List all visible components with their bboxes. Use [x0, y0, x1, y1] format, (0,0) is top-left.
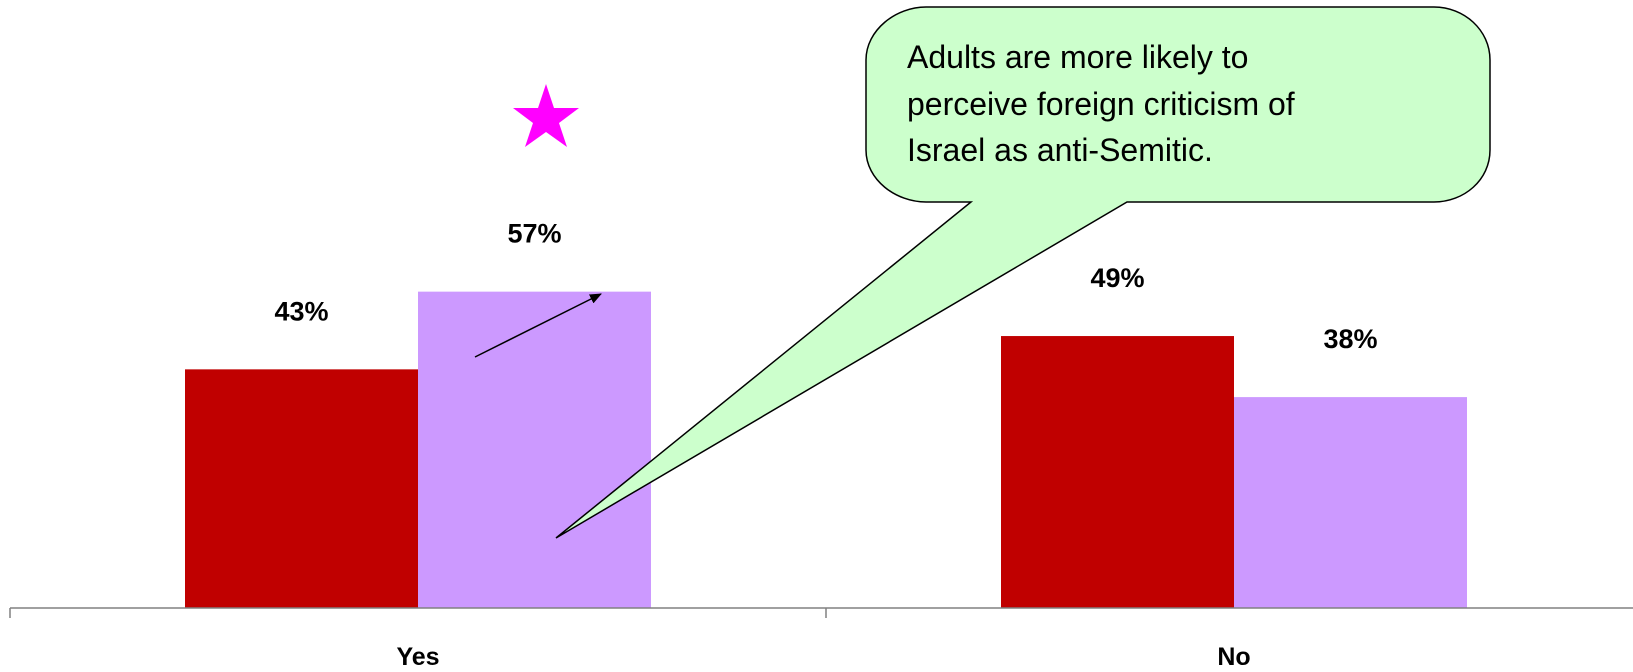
- bars-group: [185, 291, 1467, 608]
- trend-arrow: [474, 293, 602, 358]
- value-labels-group: 43% 57% 49% 38%: [274, 219, 1377, 354]
- star-icon: [513, 84, 579, 147]
- value-label-no-series-1: 49%: [1090, 263, 1144, 293]
- bar-yes-series-2: [418, 291, 651, 608]
- category-label-yes: Yes: [396, 643, 439, 671]
- callout-line-3: Israel as anti-Semitic.: [907, 132, 1213, 168]
- value-label-yes-series-2: 57%: [507, 219, 561, 249]
- callout-line-1: Adults are more likely to: [907, 39, 1248, 75]
- bar-yes-series-1: [185, 369, 418, 608]
- callout-bubble: [555, 6, 1491, 539]
- value-label-yes-series-1: 43%: [274, 296, 328, 326]
- value-label-no-series-2: 38%: [1323, 324, 1377, 354]
- category-labels-group: Yes No: [396, 643, 1250, 671]
- bar-no-series-2: [1234, 397, 1467, 608]
- bar-no-series-1: [1001, 336, 1234, 608]
- category-label-no: No: [1217, 643, 1250, 671]
- callout-line-2: perceive foreign criticism of: [907, 86, 1295, 122]
- callout-text: Adults are more likely to perceive forei…: [907, 39, 1304, 168]
